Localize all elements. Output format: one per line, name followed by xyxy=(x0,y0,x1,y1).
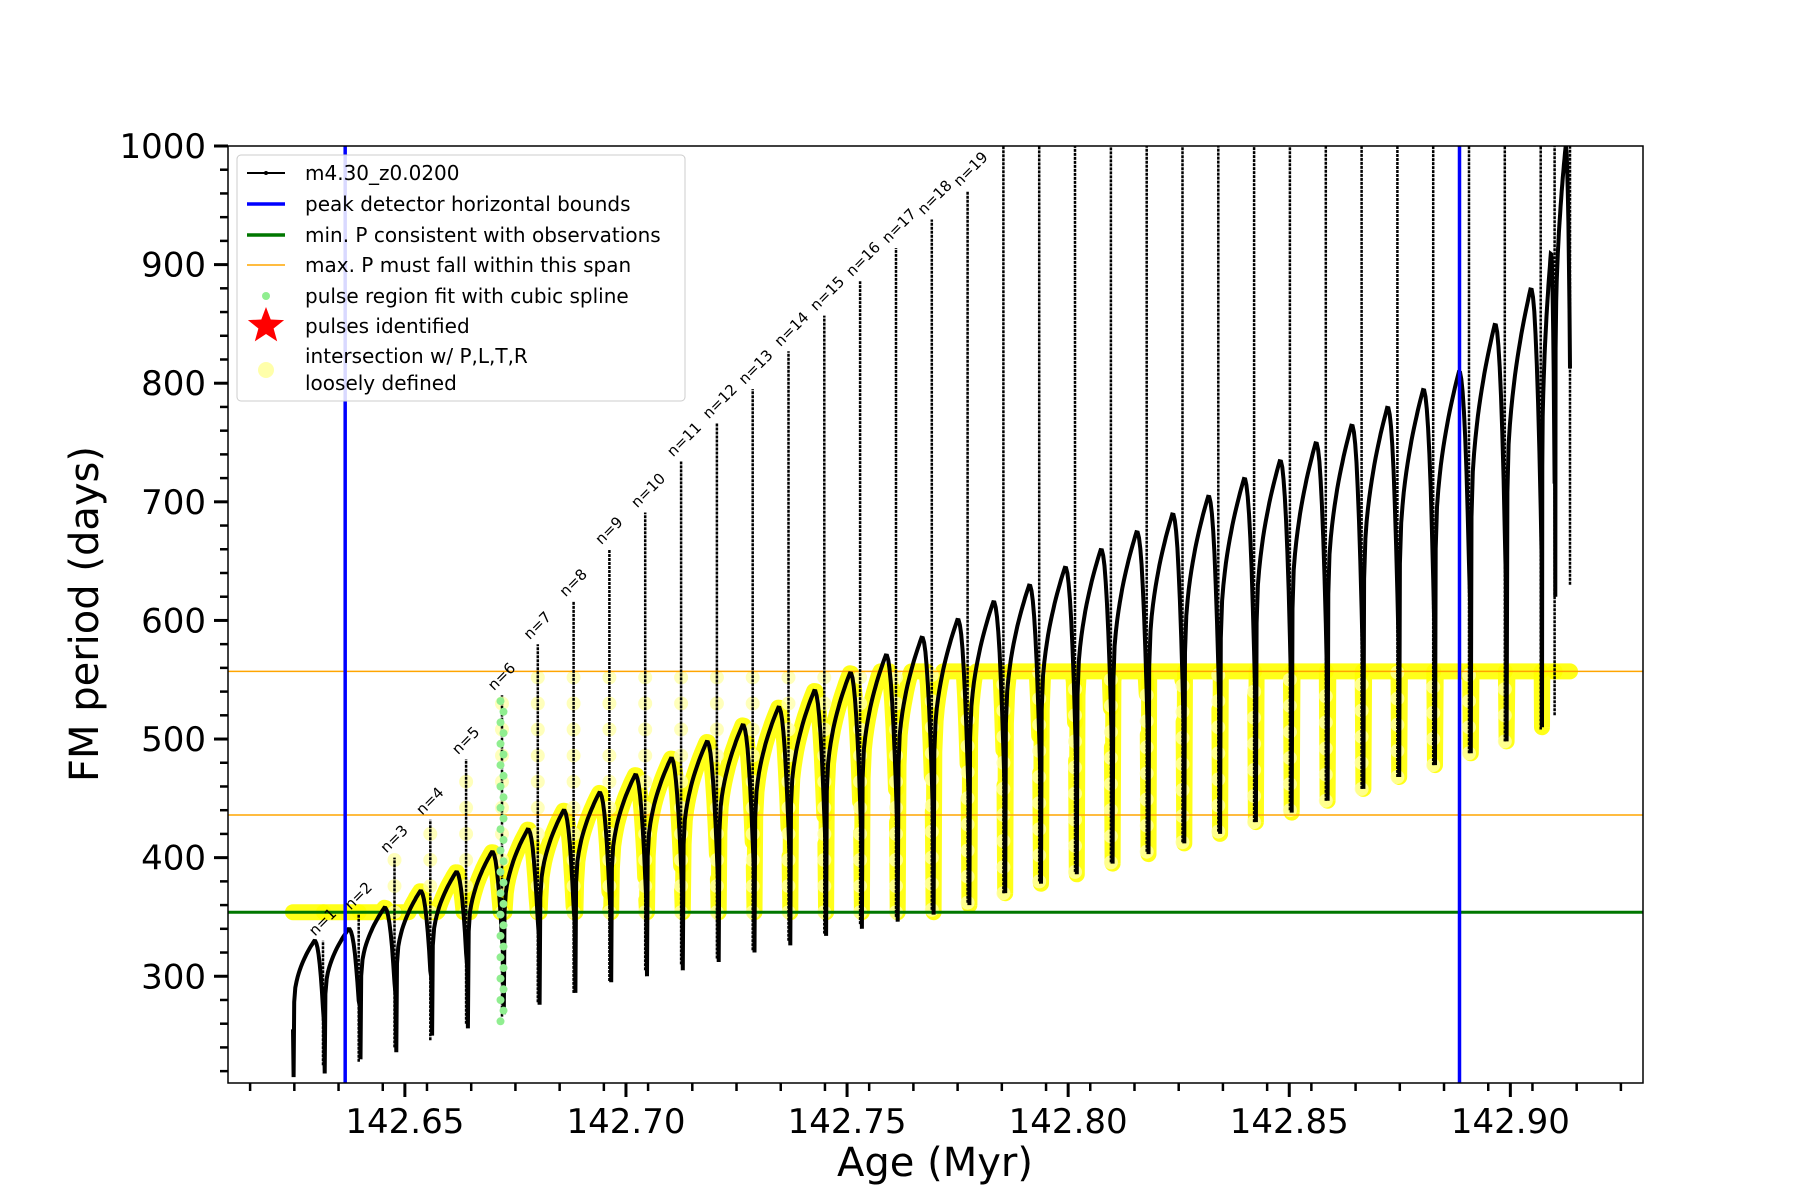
legend-marker-icon xyxy=(264,171,268,175)
intersection-point xyxy=(602,774,617,789)
y-tick-label: 700 xyxy=(141,483,206,523)
spline-point xyxy=(499,899,508,908)
y-tick-label: 300 xyxy=(141,957,206,997)
spline-point xyxy=(499,921,508,930)
spline-point xyxy=(496,697,505,706)
spline-point xyxy=(496,1017,505,1026)
legend-label: max. P must fall within this span xyxy=(305,253,631,277)
legend-entry: pulse region fit with cubic spline xyxy=(262,284,629,308)
y-tick-label: 900 xyxy=(141,246,206,286)
spline-point xyxy=(496,996,505,1004)
legend-label: m4.30_z0.0200 xyxy=(305,161,460,185)
x-tick-label: 142.70 xyxy=(566,1102,685,1142)
intersection-point xyxy=(602,722,617,737)
x-tick-label: 142.85 xyxy=(1230,1102,1349,1142)
y-tick-label: 1000 xyxy=(119,127,206,167)
spline-point xyxy=(496,974,505,983)
spline-point xyxy=(499,707,508,716)
intersection-point xyxy=(602,670,617,685)
spline-point xyxy=(499,771,508,780)
spline-point xyxy=(499,985,508,994)
star-icon xyxy=(247,307,285,342)
y-tick-label: 400 xyxy=(141,839,206,879)
spline-point xyxy=(499,835,508,844)
x-tick-label: 142.80 xyxy=(1009,1102,1128,1142)
spline-point xyxy=(499,750,508,759)
legend-entry: peak detector horizontal bounds xyxy=(247,192,631,216)
intersection-point xyxy=(566,722,581,737)
legend-entry: pulses identified xyxy=(247,307,470,342)
spline-point xyxy=(499,793,508,802)
plot-frame xyxy=(227,145,1644,1084)
legend-label: pulses identified xyxy=(305,314,470,338)
spline-point xyxy=(496,846,505,855)
legend-label-line2: loosely defined xyxy=(305,371,457,395)
x-tick-label: 142.90 xyxy=(1451,1102,1570,1142)
legend-dot-icon xyxy=(258,362,274,378)
spline-point xyxy=(496,718,505,727)
legend-entry: m4.30_z0.0200 xyxy=(247,161,460,185)
x-tick-label: 142.75 xyxy=(788,1102,907,1142)
spline-point xyxy=(496,782,505,791)
x-axis-title: Age (Myr) xyxy=(837,1140,1033,1186)
cubic-spline-points xyxy=(496,697,508,1026)
spline-point xyxy=(496,761,505,770)
intersection-point xyxy=(566,670,581,685)
legend-entry: max. P must fall within this span xyxy=(247,253,631,277)
y-axis-title: FM period (days) xyxy=(62,446,108,782)
spline-point xyxy=(496,931,505,940)
spline-point xyxy=(499,964,508,972)
intersection-point xyxy=(781,670,796,685)
legend-entry: intersection w/ P,L,T,R loosely defined xyxy=(258,344,528,395)
pulse-spikes xyxy=(321,146,1572,1066)
spline-point xyxy=(496,910,505,919)
y-tick-label: 800 xyxy=(141,364,206,404)
y-tick-label: 500 xyxy=(141,720,206,760)
spline-point xyxy=(499,878,508,887)
intersection-point xyxy=(566,774,581,789)
spline-point xyxy=(499,857,508,866)
intersection-point xyxy=(459,800,474,815)
spline-point xyxy=(496,739,505,748)
plot-area xyxy=(228,146,1643,1083)
spline-point xyxy=(499,942,508,951)
spline-point xyxy=(499,814,508,823)
y-tick-label: 600 xyxy=(141,601,206,641)
legend-label: pulse region fit with cubic spline xyxy=(305,284,629,308)
spline-point xyxy=(496,953,505,962)
model-track-line xyxy=(291,146,1572,1078)
legend-label: min. P consistent with observations xyxy=(305,223,661,247)
legend-label: peak detector horizontal bounds xyxy=(305,192,631,216)
legend-dot-icon xyxy=(262,292,270,300)
intersection-point xyxy=(387,853,402,867)
legend-box xyxy=(236,154,686,402)
spline-point xyxy=(496,825,505,834)
legend-label: intersection w/ P,L,T,R xyxy=(305,344,528,368)
intersection-point xyxy=(459,853,474,867)
spline-point xyxy=(499,729,508,738)
spline-point xyxy=(496,803,505,812)
axes: 142.65 142.70 142.75 142.80 142.85 142.90 300 4… xyxy=(119,127,1623,1142)
spline-point xyxy=(496,867,505,876)
x-tick-label: 142.65 xyxy=(345,1102,464,1142)
spline-point xyxy=(496,889,505,898)
legend-entry: min. P consistent with observations xyxy=(247,223,661,247)
spline-point xyxy=(499,1006,508,1015)
